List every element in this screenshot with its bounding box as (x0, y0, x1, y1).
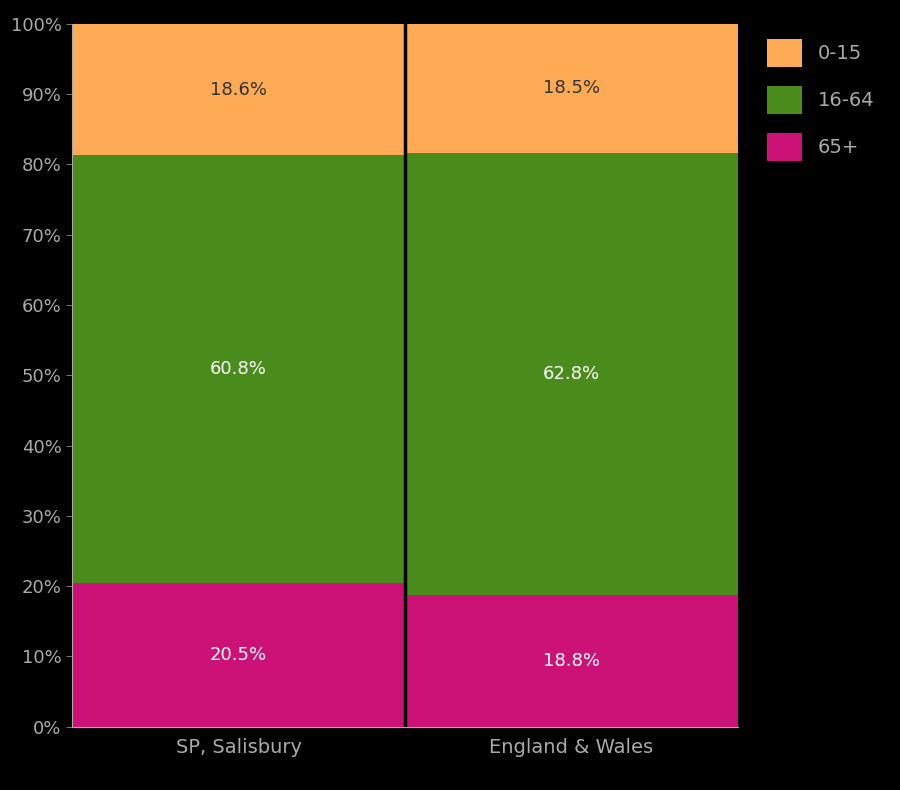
Text: 18.5%: 18.5% (543, 79, 600, 97)
Text: 60.8%: 60.8% (210, 360, 267, 378)
Text: 18.6%: 18.6% (210, 81, 267, 99)
Bar (72, 24, 405, 155)
Legend: 0-15, 16-64, 65+: 0-15, 16-64, 65+ (761, 33, 880, 167)
Bar (405, 23, 738, 153)
Text: 62.8%: 62.8% (543, 365, 600, 383)
Bar (72, 583, 405, 727)
Bar (405, 153, 738, 595)
Text: 20.5%: 20.5% (210, 645, 267, 664)
Bar (405, 595, 738, 727)
Bar (72, 155, 405, 583)
Text: 18.8%: 18.8% (543, 652, 600, 670)
